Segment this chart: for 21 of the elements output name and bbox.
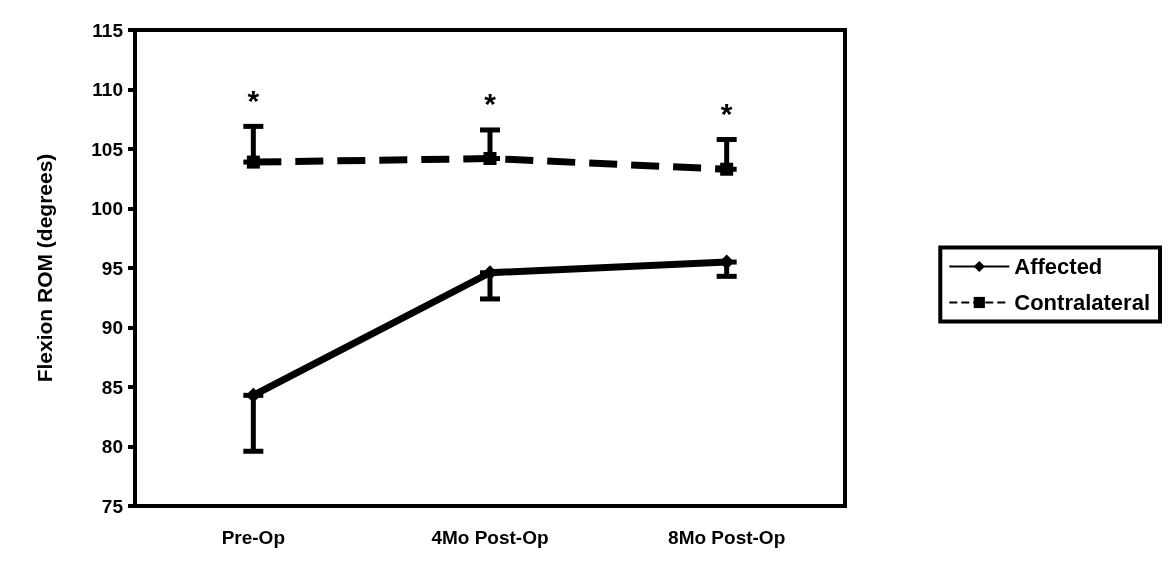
y-tick-label: 110 <box>92 79 123 100</box>
y-tick-label: 105 <box>91 138 124 160</box>
y-tick-label: 85 <box>101 376 124 398</box>
y-tick-label: 75 <box>101 495 124 517</box>
x-tick-label: 8Mo Post-Op <box>668 527 786 548</box>
y-tick-label: 90 <box>101 317 123 338</box>
point <box>483 152 497 166</box>
annotation: * <box>484 87 497 121</box>
x-tick-label: 4Mo Post-Op <box>431 527 549 548</box>
y-tick-label: 95 <box>101 257 124 279</box>
point <box>246 155 260 169</box>
point <box>720 162 734 176</box>
annotation: * <box>247 83 260 117</box>
legend-label: Affected <box>1014 254 1103 279</box>
y-tick-label: 115 <box>92 19 124 41</box>
y-axis-title: Flexion ROM (degrees) <box>33 153 56 383</box>
y-tick-label: 80 <box>101 436 123 457</box>
x-tick-label: Pre-Op <box>221 527 286 548</box>
legend-label: Contralateral <box>1014 290 1151 315</box>
annotation: * <box>720 96 733 130</box>
y-tick-label: 100 <box>91 198 123 219</box>
